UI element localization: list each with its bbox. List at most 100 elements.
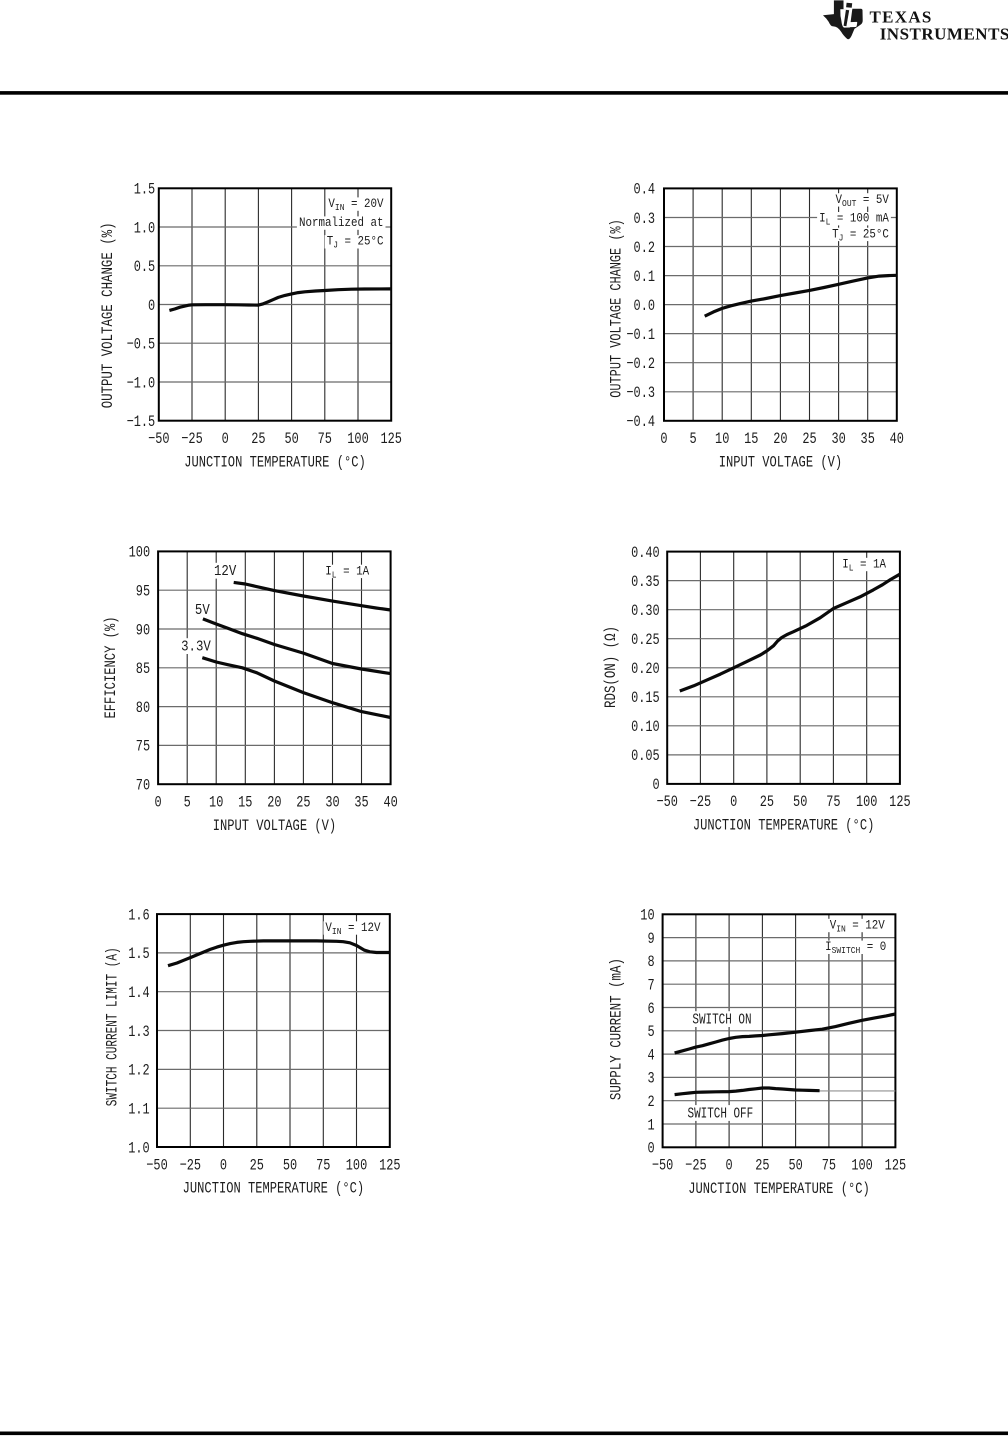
svg-text:8: 8 <box>647 954 654 972</box>
svg-text:50: 50 <box>283 1157 297 1175</box>
svg-text:0: 0 <box>653 777 660 795</box>
svg-text:125: 125 <box>380 431 401 449</box>
svg-text:3.3V: 3.3V <box>181 640 211 656</box>
svg-text:−25: −25 <box>690 794 711 812</box>
svg-text:5: 5 <box>647 1024 654 1042</box>
svg-text:15: 15 <box>744 431 758 449</box>
svg-text:0.2: 0.2 <box>634 239 655 257</box>
svg-text:40: 40 <box>890 431 904 449</box>
svg-text:0.40: 0.40 <box>631 544 660 562</box>
svg-text:10: 10 <box>715 431 729 449</box>
svg-text:75: 75 <box>136 738 150 756</box>
svg-text:−50: −50 <box>652 1157 673 1175</box>
svg-text:RDS(ON) (Ω): RDS(ON) (Ω) <box>603 626 621 708</box>
svg-text:INPUT VOLTAGE (V): INPUT VOLTAGE (V) <box>213 817 336 835</box>
svg-text:20: 20 <box>773 431 787 449</box>
svg-text:5V: 5V <box>195 603 211 619</box>
svg-text:0.0: 0.0 <box>634 297 655 315</box>
svg-text:0: 0 <box>726 1157 733 1175</box>
svg-text:0.15: 0.15 <box>631 690 660 708</box>
svg-text:1.6: 1.6 <box>128 907 149 925</box>
svg-text:0: 0 <box>730 794 737 812</box>
svg-text:JUNCTION TEMPERATURE (°C): JUNCTION TEMPERATURE (°C) <box>688 1180 869 1198</box>
svg-text:−1.5: −1.5 <box>127 414 156 432</box>
svg-text:−25: −25 <box>181 431 202 449</box>
svg-text:1: 1 <box>647 1117 654 1135</box>
svg-text:100: 100 <box>856 794 877 812</box>
svg-text:0.5: 0.5 <box>134 259 155 277</box>
svg-text:−0.4: −0.4 <box>626 414 655 432</box>
svg-text:INSTRUMENTS: INSTRUMENTS <box>880 24 1008 43</box>
svg-text:75: 75 <box>826 794 840 812</box>
svg-text:0: 0 <box>660 431 667 449</box>
svg-text:75: 75 <box>316 1157 330 1175</box>
svg-text:IL​ = 100 mA: IL​ = 100 mA <box>819 211 890 228</box>
svg-text:100: 100 <box>129 544 150 562</box>
svg-text:1.4: 1.4 <box>128 985 149 1003</box>
svg-text:7: 7 <box>647 977 654 995</box>
svg-text:25: 25 <box>802 431 816 449</box>
svg-text:1.1: 1.1 <box>128 1101 149 1119</box>
svg-text:3: 3 <box>647 1070 654 1088</box>
svg-text:35: 35 <box>354 794 368 812</box>
svg-text:25: 25 <box>760 794 774 812</box>
svg-text:OUTPUT VOLTAGE CHANGE (%): OUTPUT VOLTAGE CHANGE (%) <box>100 222 118 408</box>
svg-text:125: 125 <box>885 1157 906 1175</box>
svg-text:JUNCTION TEMPERATURE (°C): JUNCTION TEMPERATURE (°C) <box>183 1180 364 1198</box>
svg-text:−25: −25 <box>685 1157 706 1175</box>
svg-text:1.5: 1.5 <box>128 946 149 964</box>
svg-text:0.30: 0.30 <box>631 603 660 621</box>
svg-text:15: 15 <box>238 794 252 812</box>
svg-text:TJ​ = 25°C: TJ​ = 25°C <box>327 234 384 251</box>
svg-text:−0.5: −0.5 <box>127 336 156 354</box>
svg-text:10: 10 <box>640 907 654 925</box>
svg-text:25: 25 <box>250 1157 264 1175</box>
svg-text:JUNCTION TEMPERATURE (°C): JUNCTION TEMPERATURE (°C) <box>693 817 874 835</box>
svg-text:125: 125 <box>379 1157 400 1175</box>
svg-text:4: 4 <box>647 1047 654 1065</box>
svg-text:2: 2 <box>647 1094 654 1112</box>
svg-text:TEXAS: TEXAS <box>870 8 933 27</box>
svg-text:50: 50 <box>793 794 807 812</box>
svg-text:100: 100 <box>347 431 368 449</box>
svg-text:EFFICIENCY (%): EFFICIENCY (%) <box>103 616 121 718</box>
svg-text:75: 75 <box>318 431 332 449</box>
svg-text:0.05: 0.05 <box>631 748 660 766</box>
svg-text:100: 100 <box>851 1157 872 1175</box>
svg-text:OUTPUT VOLTAGE CHANGE (%): OUTPUT VOLTAGE CHANGE (%) <box>608 219 626 398</box>
svg-text:85: 85 <box>136 661 150 679</box>
svg-text:30: 30 <box>831 431 845 449</box>
svg-text:50: 50 <box>788 1157 802 1175</box>
svg-text:−0.3: −0.3 <box>626 385 655 403</box>
svg-text:6: 6 <box>647 1000 654 1018</box>
svg-text:80: 80 <box>136 699 150 717</box>
svg-text:−50: −50 <box>148 431 169 449</box>
svg-text:9: 9 <box>647 930 654 948</box>
svg-text:1.0: 1.0 <box>128 1140 149 1158</box>
svg-text:0: 0 <box>148 297 155 315</box>
svg-text:1.3: 1.3 <box>128 1023 149 1041</box>
svg-text:Normalized at: Normalized at <box>299 215 383 230</box>
svg-text:35: 35 <box>861 431 875 449</box>
svg-text:40: 40 <box>383 794 397 812</box>
svg-text:25: 25 <box>251 431 265 449</box>
svg-text:0.25: 0.25 <box>631 632 660 650</box>
svg-text:IL​ = 1A: IL​ = 1A <box>325 564 370 581</box>
svg-text:100: 100 <box>346 1157 367 1175</box>
svg-text:25: 25 <box>755 1157 769 1175</box>
svg-text:5: 5 <box>184 794 191 812</box>
svg-text:−0.2: −0.2 <box>626 356 655 374</box>
svg-text:5: 5 <box>690 431 697 449</box>
svg-text:SWITCH OFF: SWITCH OFF <box>688 1105 754 1122</box>
svg-text:INPUT VOLTAGE (V): INPUT VOLTAGE (V) <box>719 454 842 472</box>
svg-text:−50: −50 <box>146 1157 167 1175</box>
svg-text:25: 25 <box>296 794 310 812</box>
svg-text:50: 50 <box>284 431 298 449</box>
svg-text:SUPPLY CURRENT (mA): SUPPLY CURRENT (mA) <box>608 958 626 1100</box>
svg-text:SWITCH ON: SWITCH ON <box>692 1011 751 1028</box>
svg-text:−0.1: −0.1 <box>626 326 655 344</box>
svg-text:0.4: 0.4 <box>634 181 655 199</box>
svg-text:0.35: 0.35 <box>631 573 660 591</box>
svg-text:−50: −50 <box>656 794 677 812</box>
svg-text:0: 0 <box>647 1140 654 1158</box>
